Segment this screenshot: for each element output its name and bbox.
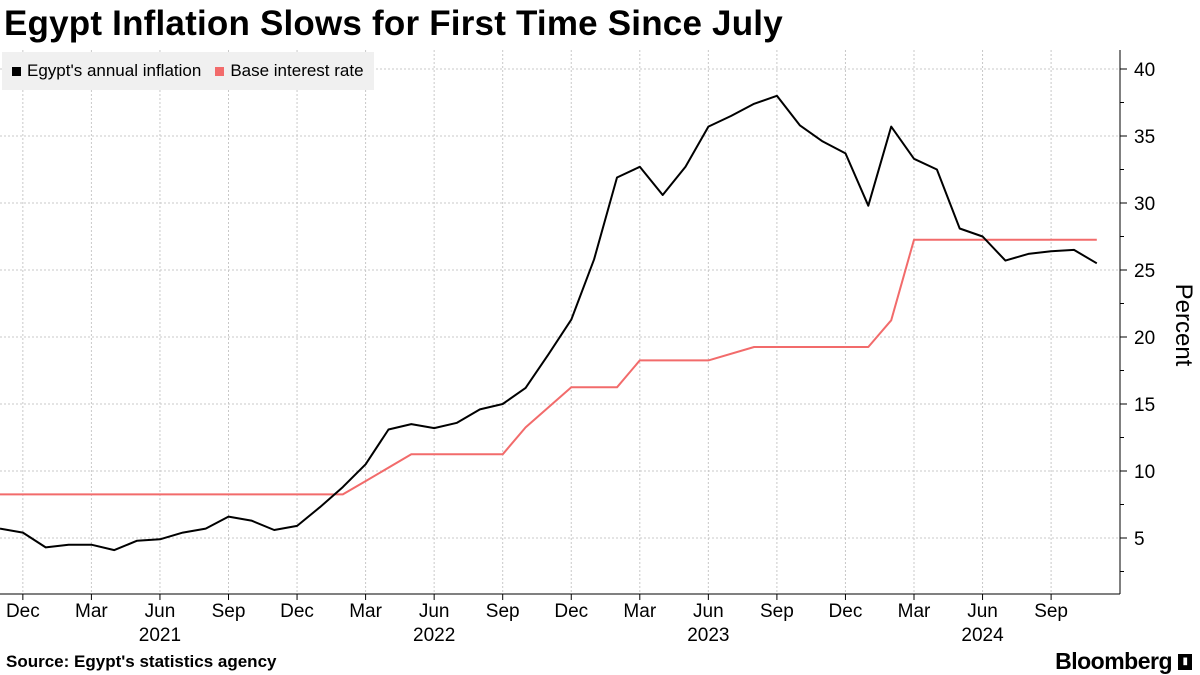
x-year-label: 2022	[413, 625, 455, 646]
x-tick-label: Jun	[967, 601, 998, 622]
x-tick-label: Dec	[280, 601, 314, 622]
series-lines	[0, 94, 1098, 552]
legend-label-inflation: Egypt's annual inflation	[27, 61, 202, 80]
legend-label-rate: Base interest rate	[230, 61, 364, 80]
legend-swatch-rate	[215, 66, 225, 76]
axes	[0, 50, 1127, 600]
legend: Egypt's annual inflation Base interest r…	[2, 52, 374, 90]
x-tick-label: Sep	[1034, 601, 1068, 622]
y-tick-label: 35	[1134, 127, 1155, 148]
brand-logo: Bloomberg ▮	[1055, 648, 1192, 675]
x-tick-label: Mar	[623, 601, 656, 622]
x-tick-label: Mar	[75, 601, 108, 622]
x-tick-label: Mar	[349, 601, 382, 622]
x-tick-label: Sep	[486, 601, 520, 622]
x-tick-label: Dec	[6, 601, 40, 622]
legend-swatch-inflation	[12, 66, 21, 76]
y-tick-label: 5	[1134, 529, 1145, 550]
x-tick-label: Dec	[554, 601, 588, 622]
y-tick-label: 15	[1134, 395, 1155, 416]
y-tick-label: 20	[1134, 328, 1155, 349]
x-year-label: 2023	[687, 625, 729, 646]
inflation-line	[0, 94, 1098, 552]
x-tick-label: Jun	[693, 601, 724, 622]
x-tick-label: Dec	[829, 601, 863, 622]
x-year-label: 2021	[139, 625, 181, 646]
y-tick-label: 10	[1134, 462, 1155, 483]
chart-title: Egypt Inflation Slows for First Time Sin…	[4, 4, 783, 43]
legend-item-inflation: Egypt's annual inflation	[12, 61, 201, 81]
y-tick-label: 25	[1134, 261, 1155, 282]
y-axis-ticks: 5 10 15 20 25 30 35 40	[1134, 60, 1155, 550]
x-tick-label: Sep	[760, 601, 794, 622]
source-note: Source: Egypt's statistics agency	[6, 652, 277, 671]
x-tick-label: Mar	[898, 601, 931, 622]
y-tick-label: 30	[1134, 194, 1155, 215]
grid-lines	[0, 50, 1120, 594]
x-tick-label: Jun	[145, 601, 176, 622]
interest-rate-line	[0, 238, 1097, 496]
x-tick-label: Sep	[212, 601, 246, 622]
x-year-label: 2024	[961, 625, 1004, 646]
legend-item-rate: Base interest rate	[215, 61, 364, 81]
x-tick-label: Jun	[419, 601, 450, 622]
y-tick-label: 40	[1134, 60, 1155, 81]
brand-name: Bloomberg	[1055, 648, 1172, 674]
bloomberg-terminal-icon: ▮	[1178, 653, 1192, 670]
y-axis-label: Percent	[1170, 284, 1197, 367]
x-axis-ticks: Dec Mar Jun Sep Dec Mar Jun Sep Dec Mar Jun Sep Dec M…	[6, 601, 1068, 646]
